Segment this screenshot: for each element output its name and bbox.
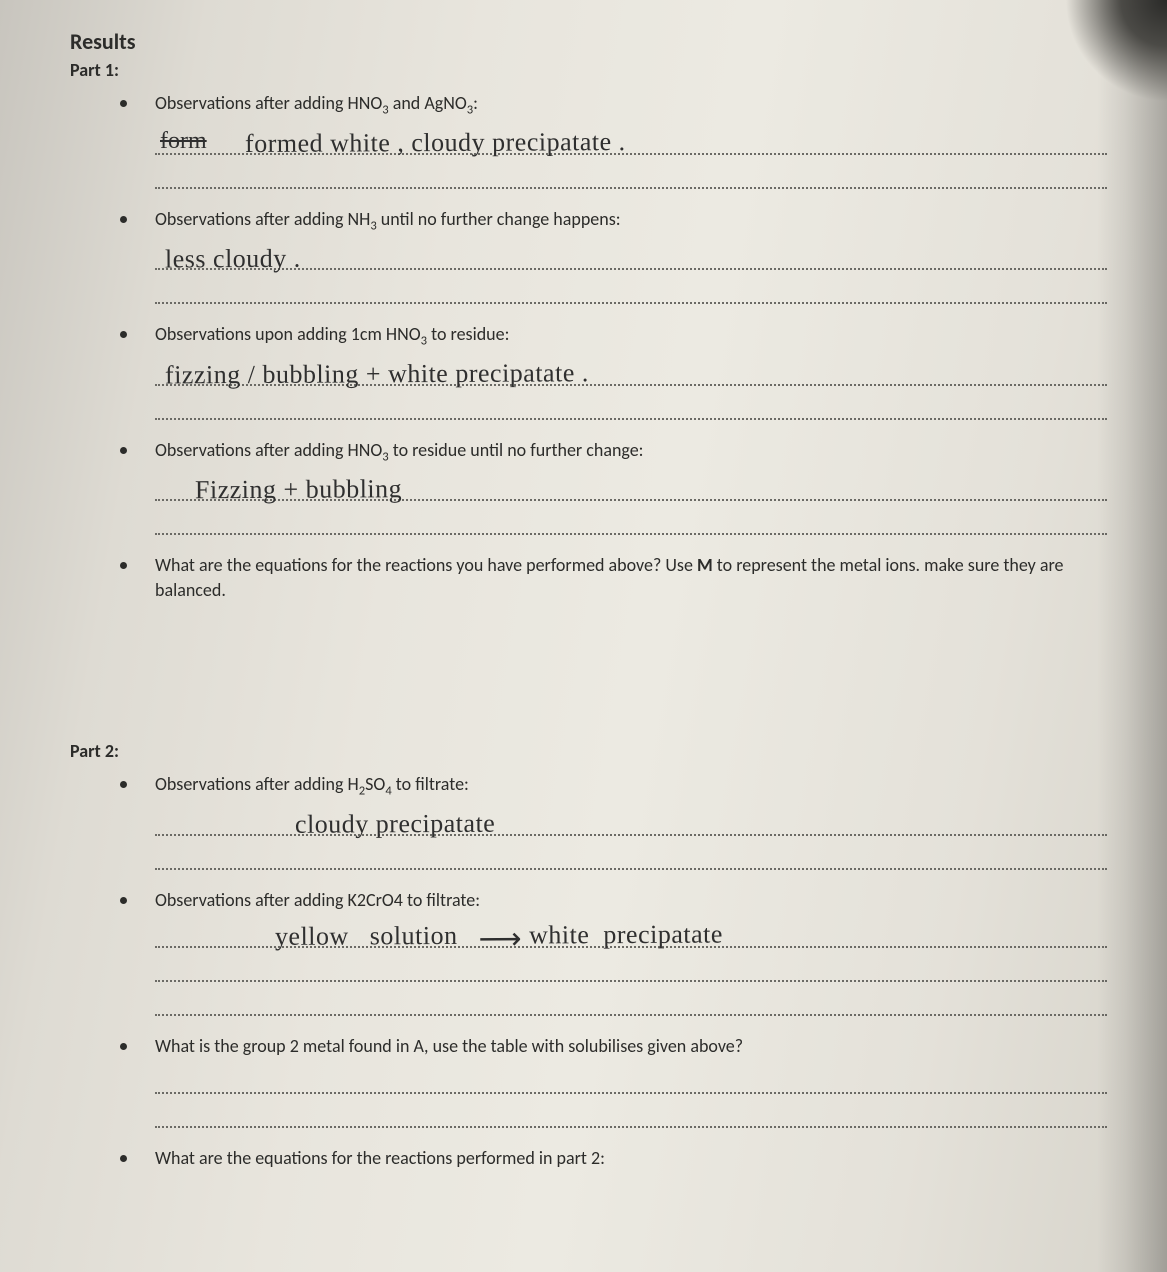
q-content: What are the equations for the reactions… (155, 1146, 1107, 1170)
prompt-text: Observations upon adding 1cm HNO3 to res… (155, 322, 1107, 350)
p2-q1: Observations after adding H2SO4 to filtr… (70, 772, 1107, 870)
bullet-icon (120, 100, 127, 107)
answer-lines: Fizzing + bubbling (155, 467, 1107, 535)
prompt-text: Observations after adding H2SO4 to filtr… (155, 772, 1107, 800)
answer-line: less cloudy . (155, 236, 1107, 270)
answer-line: yellow solution ⟶ white precipatate (155, 914, 1107, 948)
prompt-text: What is the group 2 metal found in A, us… (155, 1034, 1107, 1058)
heading-part1: Part 1: (70, 59, 1107, 81)
q-content: Observations after adding HNO3 to residu… (155, 438, 1107, 536)
q-content: Observations after adding K2CrO4 to filt… (155, 888, 1107, 1016)
prompt-text: Observations after adding NH3 until no f… (155, 207, 1107, 235)
p2-q3: What is the group 2 metal found in A, us… (70, 1034, 1107, 1128)
bullet-icon (120, 1043, 127, 1050)
answer-line (155, 1094, 1107, 1128)
answer-line: Fizzing + bubbling (155, 467, 1107, 501)
heading-results: Results (70, 28, 1107, 55)
answer-lines: yellow solution ⟶ white precipatate (155, 914, 1107, 1016)
answer-line: fizzing / bubbling + white precipatate . (155, 352, 1107, 386)
bullet-icon (120, 897, 127, 904)
prompt-part-b: M (697, 554, 713, 576)
answer-lines: cloudy precipatate (155, 802, 1107, 870)
blank-space (70, 620, 1107, 730)
answer-line (155, 386, 1107, 420)
q-content: What is the group 2 metal found in A, us… (155, 1034, 1107, 1128)
q-content: Observations after adding H2SO4 to filtr… (155, 772, 1107, 870)
prompt-text: What are the equations for the reactions… (155, 1146, 1107, 1170)
answer-line: cloudy precipatate (155, 802, 1107, 836)
answer-lines (155, 1060, 1107, 1128)
prompt-text: Observations after adding HNO3 and AgNO3… (155, 91, 1107, 119)
q-content: Observations after adding HNO3 and AgNO3… (155, 91, 1107, 189)
answer-line (155, 982, 1107, 1016)
q-content: What are the equations for the reactions… (155, 553, 1107, 602)
answer-lines: less cloudy . (155, 236, 1107, 304)
prompt-text: What are the equations for the reactions… (155, 553, 1107, 602)
answer-line (155, 501, 1107, 535)
worksheet-page: Results Part 1: Observations after addin… (0, 0, 1167, 1272)
p1-q3: Observations upon adding 1cm HNO3 to res… (70, 322, 1107, 420)
answer-line (155, 270, 1107, 304)
answer-line (155, 836, 1107, 870)
heading-part2: Part 2: (70, 740, 1107, 762)
p2-q4: What are the equations for the reactions… (70, 1146, 1107, 1170)
p2-q2: Observations after adding K2CrO4 to filt… (70, 888, 1107, 1016)
bullet-icon (120, 331, 127, 338)
prompt-text: Observations after adding HNO3 to residu… (155, 438, 1107, 466)
bullet-icon (120, 216, 127, 223)
answer-line (155, 948, 1107, 982)
answer-lines: form formed white , cloudy precipatate . (155, 121, 1107, 189)
prompt-text: Observations after adding K2CrO4 to filt… (155, 888, 1107, 912)
q-content: Observations upon adding 1cm HNO3 to res… (155, 322, 1107, 420)
q-content: Observations after adding NH3 until no f… (155, 207, 1107, 305)
p1-q1: Observations after adding HNO3 and AgNO3… (70, 91, 1107, 189)
answer-line (155, 155, 1107, 189)
answer-lines: fizzing / bubbling + white precipatate . (155, 352, 1107, 420)
prompt-part-a: What are the equations for the reactions… (155, 554, 697, 576)
answer-line: form formed white , cloudy precipatate . (155, 121, 1107, 155)
bullet-icon (120, 447, 127, 454)
bullet-icon (120, 1155, 127, 1162)
bullet-icon (120, 562, 127, 569)
p1-q4: Observations after adding HNO3 to residu… (70, 438, 1107, 536)
p1-q5: What are the equations for the reactions… (70, 553, 1107, 602)
bullet-icon (120, 781, 127, 788)
answer-line (155, 1060, 1107, 1094)
p1-q2: Observations after adding NH3 until no f… (70, 207, 1107, 305)
